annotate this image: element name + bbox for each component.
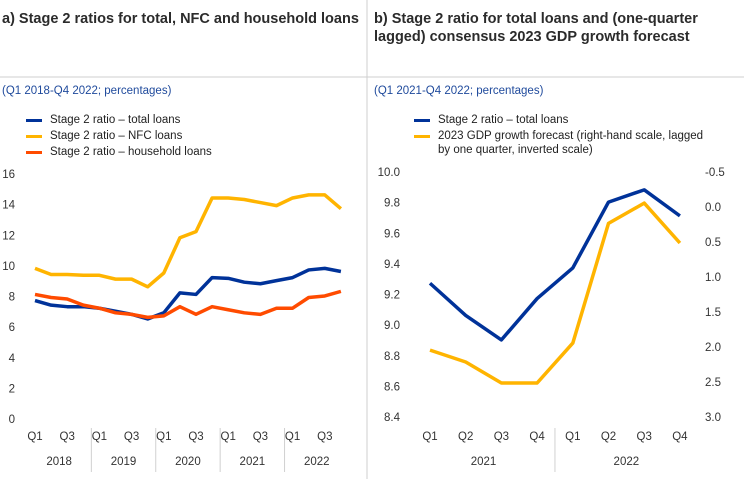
series-line <box>428 188 681 342</box>
legend-label: Stage 2 ratio – total loans <box>50 114 181 126</box>
legend-item: Stage 2 ratio – NFC loans <box>26 129 346 143</box>
legend-item: 2023 GDP growth forecast (right-hand sca… <box>414 129 714 157</box>
y2-tick-label: 3.0 <box>705 412 721 424</box>
x-tick-label: Q3 <box>60 431 75 443</box>
year-label: 2019 <box>111 456 137 468</box>
x-tick-label: Q3 <box>494 431 509 443</box>
y-tick-label: 9.2 <box>384 290 400 302</box>
x-tick-label: Q3 <box>188 431 203 443</box>
x-tick-label: Q2 <box>458 431 473 443</box>
series-line <box>34 193 343 289</box>
y2-tick-label: -0.5 <box>705 167 725 179</box>
x-tick-label: Q2 <box>601 431 616 443</box>
y-tick-label: 0 <box>9 414 15 426</box>
x-tick-label: Q1 <box>27 431 42 443</box>
y-tick-label: 6 <box>9 322 15 334</box>
y-tick-label: 9.4 <box>384 259 401 271</box>
x-tick-label: Q1 <box>422 431 437 443</box>
y2-tick-label: 1.0 <box>705 272 721 284</box>
legend-swatch <box>414 119 430 122</box>
series-line <box>429 201 682 385</box>
y-tick-label: 4 <box>9 353 16 365</box>
y-tick-label: 8.4 <box>384 412 401 424</box>
x-tick-label: Q3 <box>124 431 139 443</box>
x-tick-label: Q1 <box>285 431 300 443</box>
y-tick-label: 10 <box>2 261 15 273</box>
year-label: 2021 <box>471 456 497 468</box>
y2-tick-label: 2.0 <box>705 342 721 354</box>
legend-label: Stage 2 ratio – total loans <box>438 114 569 126</box>
legend-label: 2023 GDP growth forecast (right-hand sca… <box>438 130 704 156</box>
legend-swatch <box>26 119 42 122</box>
y-tick-label: 2 <box>9 383 15 395</box>
chart-subtitle: (Q1 2018-Q4 2022; percentages) <box>2 85 172 97</box>
year-label: 2020 <box>175 456 201 468</box>
y-tick-label: 9.0 <box>384 320 400 332</box>
y-tick-label: 8.8 <box>384 351 400 363</box>
x-tick-label: Q1 <box>156 431 171 443</box>
legend-item: Stage 2 ratio – total loans <box>26 113 346 127</box>
x-tick-label: Q4 <box>672 431 688 443</box>
x-tick-label: Q3 <box>637 431 652 443</box>
y-tick-label: 14 <box>2 200 15 212</box>
y-tick-label: 10.0 <box>378 167 400 179</box>
year-label: 2018 <box>46 456 72 468</box>
y-tick-label: 9.8 <box>384 198 400 210</box>
chart-title: a) Stage 2 ratios for total, NFC and hou… <box>2 11 359 27</box>
x-tick-label: Q3 <box>253 431 268 443</box>
x-tick-label: Q1 <box>221 431 236 443</box>
y-tick-label: 9.6 <box>384 228 400 240</box>
year-label: 2022 <box>304 456 330 468</box>
series-line <box>34 289 342 320</box>
year-label: 2022 <box>614 456 640 468</box>
x-tick-label: Q4 <box>529 431 545 443</box>
legend-label: Stage 2 ratio – NFC loans <box>50 130 183 142</box>
legend: Stage 2 ratio – total loans 2023 GDP grow… <box>414 113 714 159</box>
y-tick-label: 8.6 <box>384 381 400 393</box>
year-label: 2021 <box>240 456 266 468</box>
legend-item: Stage 2 ratio – household loans <box>26 145 346 159</box>
x-tick-label: Q3 <box>317 431 332 443</box>
y2-tick-label: 0.0 <box>705 202 721 214</box>
legend-swatch <box>414 135 430 138</box>
legend-swatch <box>26 135 42 138</box>
y2-tick-label: 0.5 <box>705 237 721 249</box>
y-tick-label: 12 <box>2 230 15 242</box>
legend-swatch <box>26 151 42 154</box>
legend-item: Stage 2 ratio – total loans <box>414 113 714 127</box>
chart-title: b) Stage 2 ratio for total loans and (on… <box>374 11 698 45</box>
legend: Stage 2 ratio – total loans Stage 2 ratio… <box>26 113 346 161</box>
x-tick-label: Q1 <box>92 431 107 443</box>
x-tick-label: Q1 <box>565 431 580 443</box>
y2-tick-label: 2.5 <box>705 377 721 389</box>
chart-subtitle: (Q1 2021-Q4 2022; percentages) <box>374 85 544 97</box>
legend-label: Stage 2 ratio – household loans <box>50 146 212 158</box>
y-tick-label: 16 <box>2 169 15 181</box>
y-tick-label: 8 <box>9 292 15 304</box>
y2-tick-label: 1.5 <box>705 307 721 319</box>
